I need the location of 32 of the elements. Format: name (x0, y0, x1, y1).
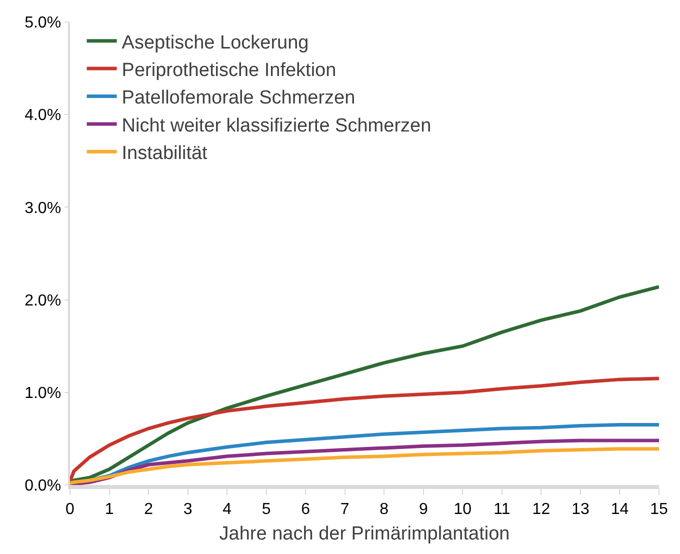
x-tick-label: 10 (454, 501, 472, 518)
legend-label: Nicht weiter klassifizierte Schmerzen (122, 115, 432, 136)
x-tick-label: 1 (104, 501, 114, 518)
line-series (70, 447, 659, 485)
y-tick-label: 1.0% (24, 385, 62, 402)
y-tick-label: 2.0% (24, 292, 62, 310)
legend-label: Instabilität (122, 143, 208, 164)
x-tick-label: 12 (532, 501, 550, 518)
line-series (70, 438, 659, 485)
x-tick-label: 15 (650, 501, 668, 518)
x-tick-label: 11 (494, 501, 510, 518)
x-tick-label: 6 (301, 501, 310, 518)
line-series (70, 285, 659, 484)
y-tick-label: 4.0% (24, 107, 62, 124)
x-tick-label: 3 (183, 501, 192, 518)
x-axis-title: Jahre nach der Primärimplantation (219, 524, 510, 544)
y-tick-label: 3.0% (24, 200, 62, 217)
y-tick-label: 5.0% (24, 14, 62, 32)
x-tick-label: 13 (572, 501, 590, 518)
x-tick-label: 9 (418, 501, 428, 518)
x-tick-label: 5 (262, 501, 271, 518)
y-tick-label: 0.0% (24, 478, 62, 495)
x-tick-label: 7 (340, 501, 350, 518)
x-tick-label: 2 (144, 501, 154, 518)
x-tick-label: 14 (610, 501, 629, 518)
legend-label: Aseptische Lockerung (122, 32, 309, 54)
line-series (70, 376, 659, 484)
x-tick-label: 4 (222, 501, 232, 518)
x-tick-label: 8 (380, 501, 389, 518)
legend-label: Periprothetische Infektion (122, 60, 336, 81)
legend-label: Patellofemorale Schmerzen (122, 88, 356, 109)
x-tick-label: 0 (66, 501, 75, 518)
